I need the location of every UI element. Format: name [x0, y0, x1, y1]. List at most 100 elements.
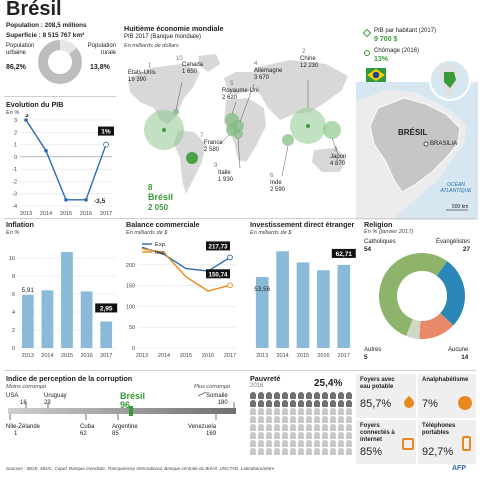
person-icon	[306, 440, 312, 447]
person-icon	[306, 424, 312, 431]
map-scale-label: 500 km	[452, 204, 469, 210]
person-icon	[322, 424, 328, 431]
person-icon	[298, 400, 304, 407]
person-icon	[274, 408, 280, 415]
person-icon	[346, 440, 352, 447]
person-icon	[306, 448, 312, 455]
corruption-venezuela: Venezuela 169	[188, 424, 217, 437]
person-icon	[306, 408, 312, 415]
ide-xtick-label: 2013	[256, 353, 268, 359]
pib-xtick-label: 2016	[80, 211, 92, 217]
rank-usa: 1	[148, 63, 152, 69]
corruption-more: Plus corrompu	[194, 384, 231, 390]
person-icon	[338, 408, 344, 415]
indicator-literacy-label: Analphabétisme	[422, 377, 469, 383]
person-icon	[274, 416, 280, 423]
ide-bar	[276, 251, 289, 348]
person-icon	[306, 416, 312, 423]
person-icon	[250, 392, 256, 399]
pib-point	[24, 118, 28, 122]
pib-hab-value: 9 700 $	[374, 36, 398, 43]
indicator-water-value: 85,7%	[360, 398, 392, 410]
ide-xtick-label: 2014	[276, 353, 288, 359]
pauvrete-people-grid	[250, 392, 354, 458]
person-icon	[258, 400, 264, 407]
corruption-cuba: Cuba 62	[80, 424, 95, 437]
inflation-label-last: 2,95	[100, 305, 113, 312]
page-title: Brésil	[6, 0, 62, 20]
person-icon	[258, 424, 264, 431]
phone-icon	[462, 436, 471, 451]
person-icon	[250, 448, 256, 455]
person-icon	[306, 392, 312, 399]
pib-xtick-label: 2014	[40, 211, 52, 217]
country-canada: Canada 1 650	[182, 62, 204, 75]
inflation-ytick-label: 0	[12, 346, 15, 352]
brazil-map	[356, 82, 478, 220]
economy-subtitle: PIB 2017 (Banque mondiale)	[124, 34, 202, 40]
balance-label-exp: 217,73	[209, 243, 228, 250]
person-icon	[290, 416, 296, 423]
ide-title: Investissement direct étranger	[250, 220, 355, 229]
inflation-unit: En %	[6, 230, 20, 236]
balance-xtick-label: 2015	[180, 353, 192, 359]
greenland-shape	[198, 54, 220, 72]
balance-label-imp-box	[206, 269, 230, 279]
rank-india: 6	[270, 173, 274, 179]
person-icon	[314, 448, 320, 455]
pib-label-last: 1%	[101, 129, 111, 136]
world-map	[128, 54, 348, 194]
religion-label-autres: Autres 5	[364, 347, 382, 361]
corruption-somalie: Somalie 180	[206, 393, 228, 406]
internet-icon	[402, 438, 414, 450]
religion-title: Religion	[364, 220, 393, 229]
person-icon	[282, 448, 288, 455]
canada-gdp-circle	[173, 109, 179, 115]
person-icon	[258, 440, 264, 447]
person-icon	[298, 432, 304, 439]
person-icon	[314, 408, 320, 415]
person-icon	[322, 400, 328, 407]
balance-label-imp: 150,74	[209, 271, 228, 278]
person-icon	[282, 432, 288, 439]
person-icon	[258, 448, 264, 455]
religion-unit: En % (janvier 2017)	[364, 229, 414, 235]
inflation-ytick-label: 8	[12, 274, 15, 280]
country-india: Inde 2 590	[270, 180, 286, 193]
person-icon	[274, 400, 280, 407]
person-icon	[274, 424, 280, 431]
balance-legend-label: Exp.	[155, 242, 167, 248]
inflation-xtick-label: 2013	[22, 353, 34, 359]
person-icon	[282, 408, 288, 415]
person-icon	[314, 416, 320, 423]
person-icon	[346, 432, 352, 439]
balance-ytick-label: 0	[132, 346, 135, 352]
north-america-shape	[128, 64, 200, 124]
person-icon	[266, 392, 272, 399]
pib-ytick-label: 2	[14, 130, 17, 136]
person-icon	[258, 392, 264, 399]
person-icon	[322, 432, 328, 439]
inflation-ytick-label: 4	[12, 310, 15, 316]
country-usa: Etats-Unis 19 390	[128, 70, 156, 83]
ide-label-last: 62,71	[336, 251, 353, 258]
person-icon	[290, 432, 296, 439]
pib-chart-unit: En %	[6, 110, 20, 116]
person-icon	[322, 440, 328, 447]
indicator-phones: Téléphones portables 92,7%	[418, 420, 476, 464]
country-uk: Royaume-Uni 2 620	[222, 88, 259, 101]
person-icon	[258, 416, 264, 423]
pib-series-line	[25, 119, 107, 201]
person-icon	[290, 424, 296, 431]
balance-xtick-label: 2017	[224, 353, 236, 359]
rural-value: 13,8%	[90, 64, 110, 71]
pib-label-min: -3,5	[94, 198, 106, 205]
person-icon	[250, 416, 256, 423]
person-icon	[298, 424, 304, 431]
person-icon	[330, 400, 336, 407]
asia-shape	[252, 60, 348, 120]
balance-last-point	[227, 282, 233, 289]
rank-italy: 9	[214, 163, 218, 169]
person-icon	[274, 392, 280, 399]
